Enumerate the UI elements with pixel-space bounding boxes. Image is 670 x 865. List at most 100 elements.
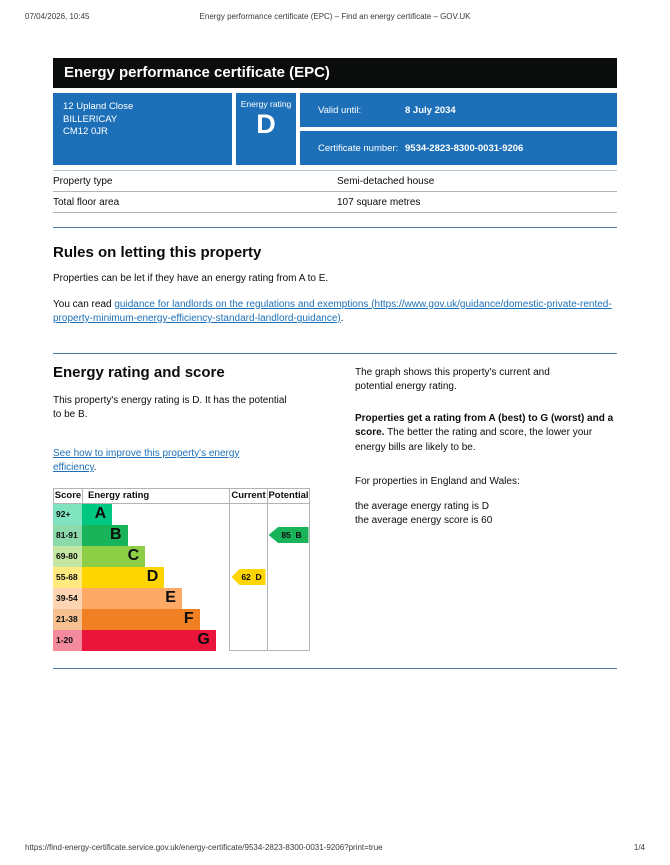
averages-block: the average energy rating is D the avera… bbox=[355, 500, 617, 529]
epc-band-cell: F bbox=[82, 608, 229, 630]
certificate-number-value: 9534-2823-8300-0031-9206 bbox=[405, 142, 524, 154]
energy-rating-label: Energy rating bbox=[240, 99, 292, 109]
epc-band-row-b: 81-91 B 85 B bbox=[53, 524, 310, 546]
epc-band-bar-a: A bbox=[82, 503, 113, 525]
browser-print-header: 07/04/2026, 10:45 Energy performance cer… bbox=[25, 12, 645, 24]
epc-potential-cell bbox=[267, 503, 310, 525]
property-type-value: Semi-detached house bbox=[337, 175, 435, 187]
letting-rules-section: Rules on letting this property Propertie… bbox=[53, 244, 617, 327]
certificate-meta: Valid until: 8 July 2034 Certificate num… bbox=[300, 93, 617, 165]
energy-rating-value: D bbox=[256, 109, 276, 139]
epc-band-cell: E bbox=[82, 587, 229, 609]
guidance-text-prefix: You can read bbox=[53, 298, 115, 310]
epc-chart-header: Score Energy rating Current Potential bbox=[53, 487, 310, 504]
graph-description-text: The graph shows this property's current … bbox=[355, 366, 550, 393]
epc-band-cell: D bbox=[82, 566, 229, 588]
certificate-number-label: Certificate number: bbox=[318, 142, 399, 154]
rating-and-score-section: Energy rating and score This property's … bbox=[53, 364, 617, 651]
address-line-2: BILLERICAY bbox=[63, 113, 118, 125]
rating-summary-text: This property's energy rating is D. It h… bbox=[53, 394, 287, 421]
browser-print-footer: https://find-energy-certificate.service.… bbox=[25, 843, 645, 852]
valid-until-row: Valid until: 8 July 2034 bbox=[300, 93, 617, 127]
epc-score-range: 55-68 bbox=[53, 566, 82, 588]
average-score-text: the average energy score is 60 bbox=[355, 515, 493, 526]
epc-potential-cell bbox=[267, 587, 310, 609]
rating-explanation-bold: Properties get a rating from A (best) to… bbox=[355, 412, 614, 439]
epc-band-rows: 92+ A 81-91 B 85 B 69-80 C 55-68 D 62 D 39-54 E 21-3… bbox=[53, 503, 310, 651]
epc-potential-cell bbox=[267, 629, 310, 651]
certificate-content: Energy performance certificate (EPC) 12 … bbox=[53, 58, 617, 669]
rating-score-right-column: The graph shows this property's current … bbox=[355, 364, 617, 651]
epc-band-row-g: 1-20 G bbox=[53, 629, 310, 651]
epc-score-range: 1-20 bbox=[53, 629, 82, 651]
epc-score-range: 81-91 bbox=[53, 524, 82, 546]
letting-rules-text: Properties can be let if they have an en… bbox=[53, 273, 329, 284]
landlord-guidance-link[interactable]: guidance for landlords on the regulation… bbox=[53, 298, 612, 325]
average-rating-text: the average energy rating is D bbox=[355, 500, 489, 512]
epc-current-cell bbox=[229, 608, 267, 630]
epc-band-row-f: 21-38 F bbox=[53, 608, 310, 630]
epc-score-range: 21-38 bbox=[53, 608, 82, 630]
print-url: https://find-energy-certificate.service.… bbox=[25, 843, 383, 852]
epc-current-cell bbox=[229, 545, 267, 567]
rating-score-heading: Energy rating and score bbox=[53, 363, 225, 381]
score-column-header: Score bbox=[53, 488, 82, 503]
epc-current-cell bbox=[229, 503, 267, 525]
valid-until-label: Valid until: bbox=[318, 104, 362, 116]
epc-rating-chart: Score Energy rating Current Potential 92… bbox=[53, 487, 310, 651]
rating-explanation-rest: The better the rating and score, the low… bbox=[355, 427, 593, 453]
epc-band-row-a: 92+ A bbox=[53, 503, 310, 525]
current-column-header: Current bbox=[229, 488, 267, 503]
england-wales-intro: For properties in England and Wales: bbox=[355, 476, 520, 487]
epc-potential-cell bbox=[267, 545, 310, 567]
epc-current-cell bbox=[229, 587, 267, 609]
energy-rating-column-header: Energy rating bbox=[82, 488, 229, 503]
current-rating-arrow: 62 D bbox=[231, 569, 266, 585]
improve-efficiency-link[interactable]: See how to improve this property's energ… bbox=[53, 447, 240, 474]
epc-band-cell: G bbox=[82, 629, 229, 651]
epc-band-bar-g: G bbox=[82, 629, 216, 651]
epc-band-bar-d: D bbox=[82, 566, 165, 588]
property-address: 12 Upland Close BILLERICAY CM12 0JR bbox=[53, 93, 232, 165]
epc-band-row-e: 39-54 E bbox=[53, 587, 310, 609]
landlord-guidance-paragraph: You can read guidance for landlords on t… bbox=[53, 298, 617, 327]
section-divider bbox=[53, 352, 617, 354]
epc-band-row-d: 55-68 D 62 D bbox=[53, 566, 310, 588]
rating-score-left-column: Energy rating and score This property's … bbox=[53, 364, 310, 651]
floor-area-value: 107 square metres bbox=[337, 196, 421, 208]
print-datetime: 07/04/2026, 10:45 bbox=[25, 12, 90, 21]
guidance-text-suffix: . bbox=[340, 313, 344, 324]
epc-current-cell bbox=[229, 629, 267, 651]
epc-band-cell: A bbox=[82, 503, 229, 525]
epc-current-cell bbox=[229, 524, 267, 546]
epc-band-bar-c: C bbox=[82, 545, 146, 567]
rating-explanation-text: Properties get a rating from A (best) to… bbox=[355, 412, 617, 456]
epc-score-range: 92+ bbox=[53, 503, 82, 525]
epc-potential-cell: 85 B bbox=[267, 524, 310, 546]
floor-area-label: Total floor area bbox=[53, 196, 120, 208]
table-row: Total floor area 107 square metres bbox=[53, 192, 617, 213]
address-line-3: CM12 0JR bbox=[63, 126, 108, 138]
certificate-banner: Energy performance certificate (EPC) bbox=[53, 58, 617, 88]
epc-potential-cell bbox=[267, 566, 310, 588]
print-page-number: 1/4 bbox=[633, 843, 645, 852]
property-summary-table: Property type Semi-detached house Total … bbox=[53, 170, 617, 213]
epc-band-bar-b: B bbox=[82, 524, 128, 546]
property-type-label: Property type bbox=[53, 175, 113, 187]
valid-until-value: 8 July 2034 bbox=[405, 104, 456, 116]
letting-rules-heading: Rules on letting this property bbox=[53, 244, 262, 261]
epc-band-cell: B bbox=[82, 524, 229, 546]
section-divider bbox=[53, 227, 617, 228]
epc-score-range: 39-54 bbox=[53, 587, 82, 609]
print-page-title: Energy performance certificate (EPC) – F… bbox=[199, 12, 471, 21]
epc-band-cell: C bbox=[82, 545, 229, 567]
potential-column-header: Potential bbox=[267, 488, 310, 503]
certificate-number-row: Certificate number: 9534-2823-8300-0031-… bbox=[300, 131, 617, 165]
epc-score-range: 69-80 bbox=[53, 545, 82, 567]
improve-suffix: . bbox=[93, 462, 97, 473]
certificate-summary-box: 12 Upland Close BILLERICAY CM12 0JR Ener… bbox=[53, 93, 617, 165]
epc-band-bar-f: F bbox=[82, 608, 200, 630]
epc-potential-cell bbox=[267, 608, 310, 630]
potential-rating-arrow: 85 B bbox=[268, 527, 309, 543]
